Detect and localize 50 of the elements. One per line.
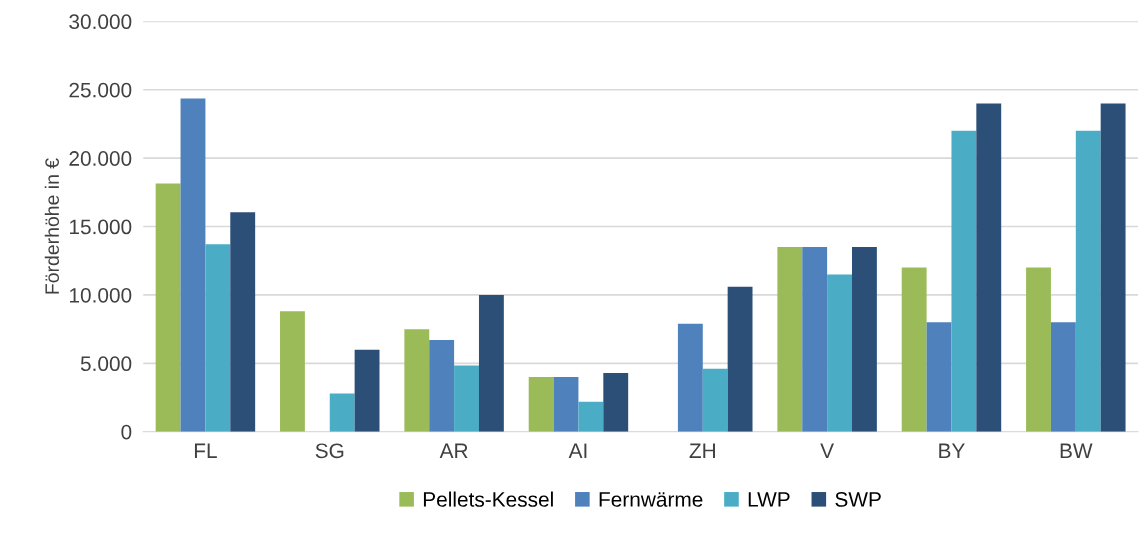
bar <box>354 349 380 432</box>
bar <box>404 329 430 432</box>
legend-label: LWP <box>748 492 790 507</box>
bar <box>802 247 828 432</box>
bar <box>429 340 455 432</box>
y-tick-label: 10.000 <box>70 287 132 303</box>
bar <box>1026 267 1051 432</box>
y-tick-label: 5.000 <box>80 356 132 372</box>
y-tick-label: 30.000 <box>69 14 132 30</box>
x-tick-label: AI <box>568 443 587 458</box>
bar <box>702 368 728 432</box>
bar <box>180 98 206 432</box>
bar <box>155 183 181 432</box>
bar <box>230 212 256 432</box>
x-tick-label: BW <box>1060 443 1093 458</box>
bar <box>777 247 803 432</box>
y-tick-label: 15.000 <box>70 219 132 235</box>
bar <box>578 401 604 432</box>
bar <box>1050 322 1076 432</box>
bar <box>478 294 504 432</box>
bar <box>727 286 753 432</box>
y-tick-label: 0 <box>121 424 132 440</box>
bar <box>603 372 629 432</box>
bar <box>677 323 703 432</box>
bar <box>951 130 977 432</box>
x-tick-label: BY <box>939 443 965 458</box>
legend-label: SWP <box>835 492 881 507</box>
y-tick-label: 25.000 <box>69 82 132 98</box>
y-axis-title: Förderhöhe in € <box>44 158 60 294</box>
y-tick-label: 20.000 <box>69 151 132 166</box>
legend-label: Pellets-Kessel <box>423 491 553 507</box>
x-tick-label: FL <box>194 443 217 458</box>
bar <box>976 103 1002 432</box>
bar <box>851 247 877 432</box>
bar <box>827 274 852 432</box>
x-tick-label: SG <box>315 443 344 459</box>
bar <box>205 244 231 432</box>
bar <box>901 267 927 432</box>
bar <box>454 365 479 432</box>
bar <box>553 377 579 432</box>
bar <box>280 311 305 432</box>
x-tick-label: V <box>820 443 834 458</box>
x-tick-label: ZH <box>689 443 715 458</box>
bar <box>1075 130 1101 432</box>
bar <box>528 377 554 432</box>
bar <box>926 322 952 432</box>
bar <box>329 393 355 432</box>
legend-label: Fernwärme <box>599 492 703 507</box>
bar <box>1100 103 1126 432</box>
x-tick-label: AR <box>439 443 468 458</box>
